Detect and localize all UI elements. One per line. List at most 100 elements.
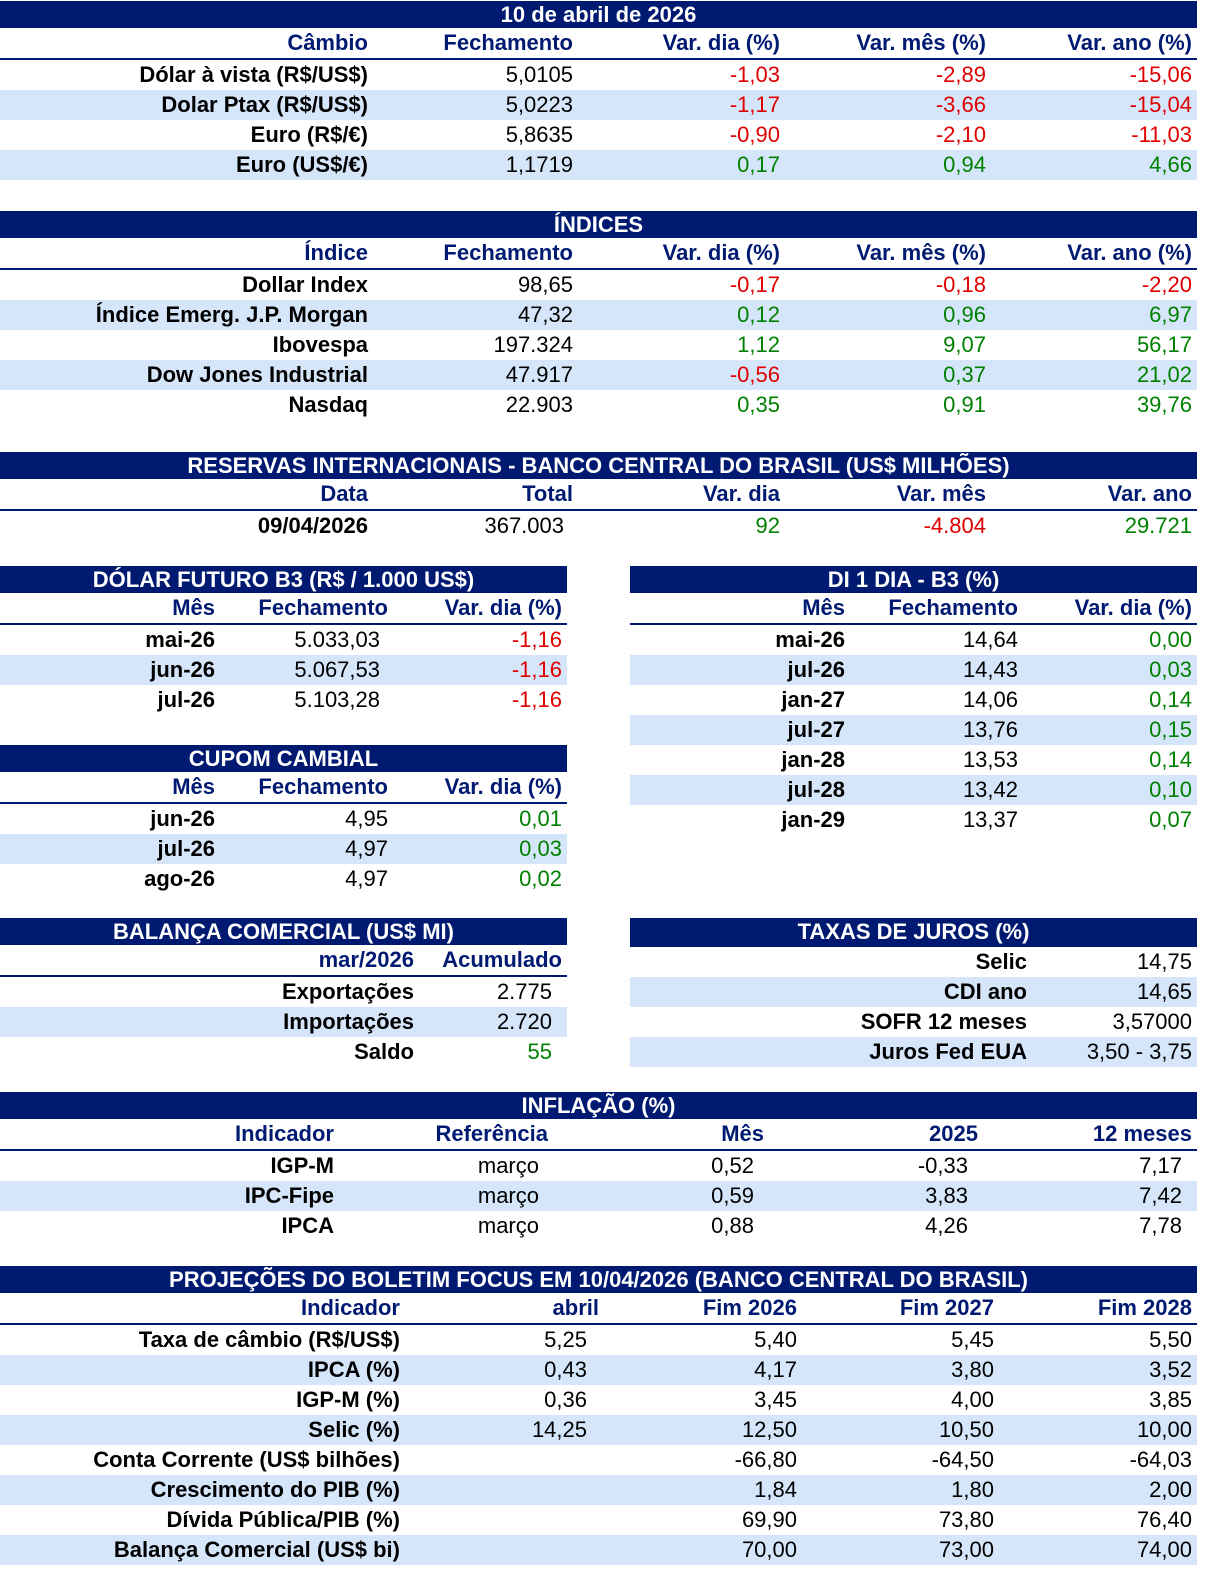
col-header: Mês	[802, 595, 845, 620]
table-row: Conta Corrente (US$ bilhões) -66,80 -64,…	[0, 1445, 1197, 1475]
col-header: Fim 2027	[899, 1295, 994, 1320]
ano-value: 3,83	[925, 1183, 968, 1208]
fechamento-value: 13,76	[962, 717, 1018, 742]
mes-value: jul-26	[787, 657, 845, 682]
var-ano-value: -15,06	[1129, 62, 1192, 87]
table-row: mai-26 14,64 0,00	[630, 625, 1197, 655]
var-dia-value: 0,01	[519, 806, 562, 831]
fim-2026-value: -66,80	[734, 1447, 797, 1472]
col-header: Mês	[721, 1121, 764, 1146]
fim-2026-value: 3,45	[754, 1387, 797, 1412]
mes-value: jan-27	[781, 687, 845, 712]
table-row: Taxa de câmbio (R$/US$) 5,25 5,40 5,45 5…	[0, 1325, 1197, 1355]
focus-section: PROJEÇÕES DO BOLETIM FOCUS EM 10/04/2026…	[0, 1266, 1197, 1565]
table-row: jul-26 5.103,28 -1,16	[0, 685, 567, 715]
fechamento-value: 14,43	[962, 657, 1018, 682]
mes-value: 0,59	[711, 1183, 754, 1208]
var-dia-value: -0,90	[729, 122, 780, 147]
mes-value: jul-26	[157, 687, 215, 712]
fim-2027-value: -64,50	[931, 1447, 994, 1472]
balanca-section: BALANÇA COMERCIAL (US$ MI) mar/2026 Acum…	[0, 918, 567, 1067]
row-label: Dollar Index	[242, 272, 368, 297]
col-header: Fechamento	[443, 30, 573, 55]
var-dia-value: 0,03	[519, 836, 562, 861]
row-label: Euro (R$/€)	[250, 122, 368, 147]
rate-value: 14,65	[1136, 979, 1192, 1004]
col-header: Data	[320, 481, 368, 506]
fim-2026-value: 12,50	[741, 1417, 797, 1442]
row-label: Juros Fed EUA	[869, 1039, 1027, 1064]
fechamento-value: 1,1719	[505, 152, 573, 177]
indices-header-row: Índice Fechamento Var. dia (%) Var. mês …	[0, 238, 1197, 270]
table-row: IPC-Fipe março 0,59 3,83 7,42	[0, 1181, 1197, 1211]
table-row: Ibovespa 197.324 1,12 9,07 56,17	[0, 330, 1197, 360]
referencia-value: março	[477, 1183, 539, 1208]
row-label: Taxa de câmbio (R$/US$)	[138, 1327, 400, 1352]
table-row: Nasdaq 22.903 0,35 0,91 39,76	[0, 390, 1197, 420]
fechamento-value: 14,64	[962, 627, 1018, 652]
fim-2028-value: 10,00	[1136, 1417, 1192, 1442]
section-title: DI 1 DIA - B3 (%)	[630, 566, 1197, 593]
fechamento-value: 4,97	[345, 866, 388, 891]
table-row: jan-29 13,37 0,07	[630, 805, 1197, 835]
fim-2028-value: 2,00	[1149, 1477, 1192, 1502]
col-header: Var. ano (%)	[1067, 30, 1192, 55]
fechamento-value: 4,95	[345, 806, 388, 831]
fim-2027-value: 3,80	[951, 1357, 994, 1382]
table-row: jul-28 13,42 0,10	[630, 775, 1197, 805]
acumulado-value: 55	[527, 1039, 552, 1064]
row-label: IPCA	[281, 1213, 334, 1238]
table-row: jul-26 4,97 0,03	[0, 834, 567, 864]
mes-value: jul-28	[787, 777, 845, 802]
var-dia-value: 0,35	[737, 392, 780, 417]
var-dia-value: 92	[755, 513, 780, 538]
fechamento-value: 5.033,03	[294, 627, 380, 652]
inflacao-section: INFLAÇÃO (%) Indicador Referência Mês 20…	[0, 1092, 1197, 1241]
table-row: Dollar Index 98,65 -0,17 -0,18 -2,20	[0, 270, 1197, 300]
table-row: jun-26 5.067,53 -1,16	[0, 655, 567, 685]
col-header: Indicador	[300, 1295, 400, 1320]
table-row: CDI ano 14,65	[630, 977, 1197, 1007]
col-header: Var. dia (%)	[444, 774, 562, 799]
var-mes-value: -3,66	[935, 92, 986, 117]
var-dia-value: -1,16	[511, 657, 562, 682]
row-label: Selic	[975, 949, 1027, 974]
juros-section: TAXAS DE JUROS (%) Selic 14,75 CDI ano 1…	[630, 918, 1197, 1067]
acumulado-value: 2.775	[496, 979, 552, 1004]
fechamento-value: 14,06	[962, 687, 1018, 712]
var-dia-value: 0,00	[1149, 627, 1192, 652]
table-row: Dolar Ptax (R$/US$) 5,0223 -1,17 -3,66 -…	[0, 90, 1197, 120]
col-header: Acumulado	[442, 947, 562, 972]
fechamento-value: 4,97	[345, 836, 388, 861]
table-row: Exportações 2.775	[0, 977, 567, 1007]
fechamento-value: 5,0223	[505, 92, 573, 117]
di1-header-row: Mês Fechamento Var. dia (%)	[630, 593, 1197, 625]
fim-2028-value: 3,52	[1149, 1357, 1192, 1382]
rate-value: 3,50 - 3,75	[1086, 1039, 1192, 1064]
fim-2026-value: 70,00	[741, 1537, 797, 1562]
cupom-header-row: Mês Fechamento Var. dia (%)	[0, 772, 567, 804]
referencia-value: março	[477, 1153, 539, 1178]
col-header: Fechamento	[258, 595, 388, 620]
fim-2027-value: 73,80	[938, 1507, 994, 1532]
var-dia-value: 0,12	[737, 302, 780, 327]
row-label: Selic (%)	[308, 1417, 400, 1442]
fechamento-value: 5,0105	[505, 62, 573, 87]
mes-value: jan-28	[781, 747, 845, 772]
mes-value: ago-26	[144, 866, 215, 891]
acumulado-value: 2.720	[496, 1009, 552, 1034]
var-dia-value: 0,15	[1149, 717, 1192, 742]
table-row: jan-28 13,53 0,14	[630, 745, 1197, 775]
indices-section: ÍNDICES Índice Fechamento Var. dia (%) V…	[0, 211, 1197, 420]
table-row: Dívida Pública/PIB (%) 69,90 73,80 76,40	[0, 1505, 1197, 1535]
var-mes-value: 0,96	[943, 302, 986, 327]
col-header: Total	[522, 481, 573, 506]
row-label: IGP-M	[270, 1153, 334, 1178]
var-ano-value: -15,04	[1129, 92, 1192, 117]
table-row: mai-26 5.033,03 -1,16	[0, 625, 567, 655]
fim-2027-value: 4,00	[951, 1387, 994, 1412]
var-ano-value: 6,97	[1149, 302, 1192, 327]
section-title: BALANÇA COMERCIAL (US$ MI)	[0, 918, 567, 945]
var-mes-value: 0,94	[943, 152, 986, 177]
fim-2028-value: -64,03	[1129, 1447, 1192, 1472]
